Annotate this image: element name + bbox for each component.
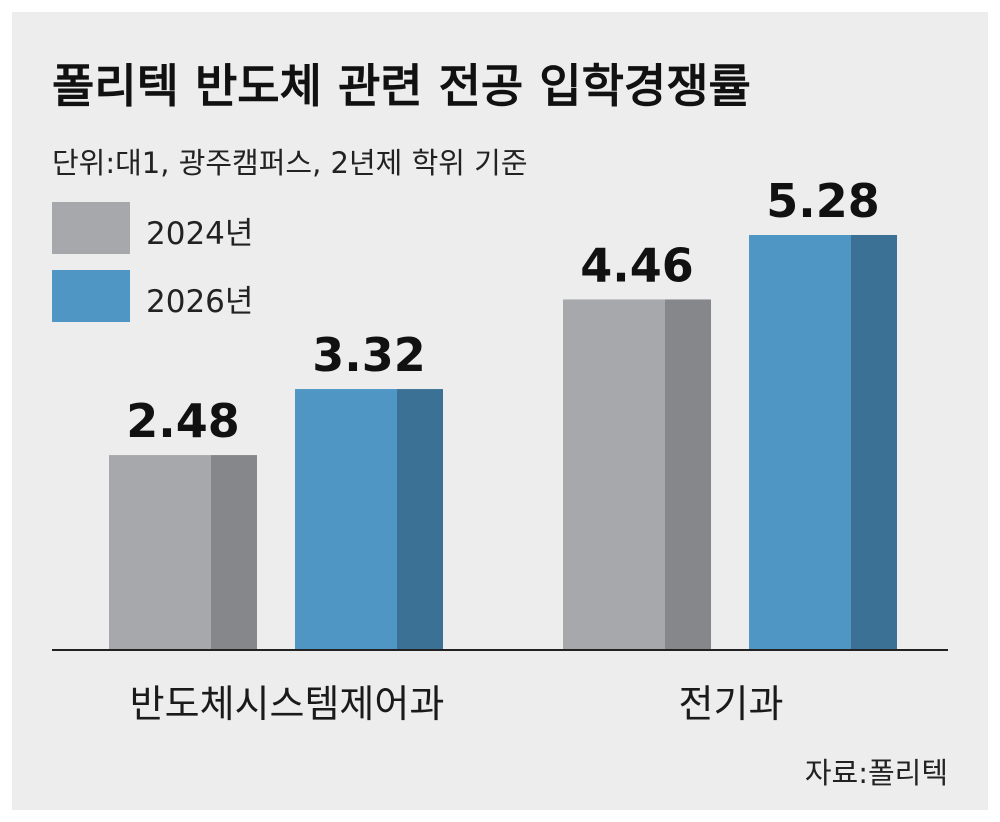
bar-front: [563, 299, 665, 650]
bar-side: [665, 299, 711, 650]
bar-side: [211, 455, 257, 650]
chart-card: 폴리텍 반도체 관련 전공 입학경쟁률 단위:대1, 광주캠퍼스, 2년제 학위…: [12, 12, 988, 810]
source-note: 자료:폴리텍: [804, 756, 948, 790]
chart-subtitle: 단위:대1, 광주캠퍼스, 2년제 학위 기준: [52, 146, 528, 180]
data-label: 3.32: [312, 328, 426, 382]
data-label: 2.48: [126, 394, 240, 448]
bar-2026-semiconductor: [295, 389, 443, 650]
bar-front: [109, 455, 211, 650]
bar-side: [851, 234, 897, 650]
category-label: 반도체시스템제어과: [130, 682, 445, 726]
bar-chart-plot: 2.48 3.32 반도체시스템제어과 4.46 5.28 전기과: [52, 174, 948, 726]
data-label: 4.46: [580, 238, 694, 292]
legend-swatch-2024: [52, 202, 130, 254]
chart-title: 폴리텍 반도체 관련 전공 입학경쟁률: [52, 59, 751, 113]
bar-front: [295, 389, 397, 650]
legend-label-2024: 2024년: [146, 216, 254, 252]
bar-2024-electrical: [563, 299, 711, 650]
bar-2026-electrical: [749, 234, 897, 650]
bar-front: [749, 234, 851, 650]
category-label: 전기과: [679, 682, 784, 726]
data-label: 5.28: [766, 174, 880, 228]
legend-swatch-2026: [52, 270, 130, 322]
bar-2024-semiconductor: [109, 455, 257, 650]
bar-side: [397, 389, 443, 650]
legend-label-2026: 2026년: [146, 284, 254, 320]
